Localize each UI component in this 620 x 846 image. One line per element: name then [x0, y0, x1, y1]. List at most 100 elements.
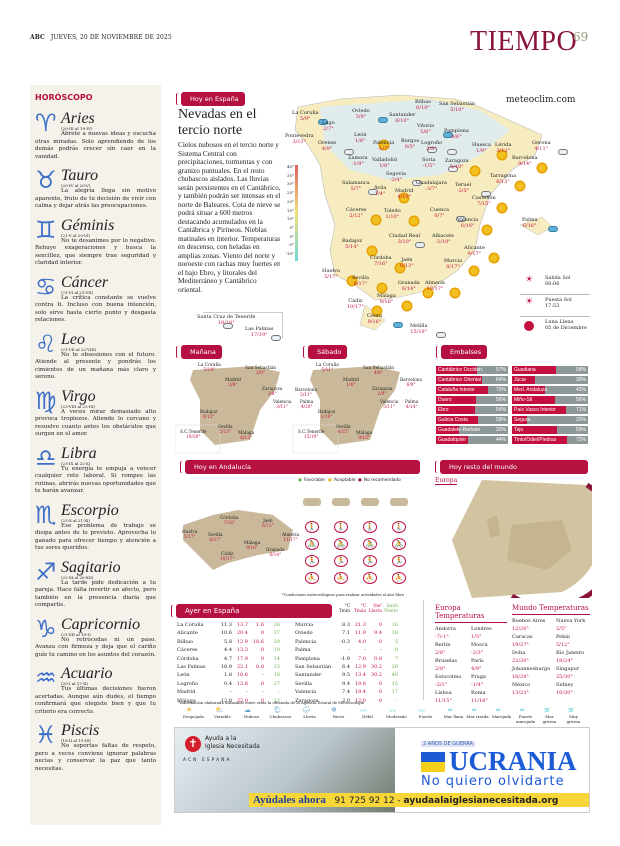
ad-cta: Ayúdales ahora [253, 794, 326, 806]
cell: 0 [378, 689, 382, 696]
city-temp: 9/17° [467, 251, 482, 257]
cell: - [246, 689, 248, 696]
sign-dates: (22-XI al 20-XII) [61, 574, 94, 580]
cell: 30.2 [370, 672, 382, 679]
city-temp: 0/5° [404, 144, 416, 150]
reservoir-bar: Miño-Sil 56% [512, 396, 588, 404]
cell: 13.7 [236, 622, 248, 628]
sun-icon [490, 254, 498, 262]
city-temp: 12/26° [512, 625, 529, 632]
reservoir-name: Guadiana [514, 367, 536, 373]
city-name: Caracas [512, 634, 533, 640]
cloud-icon [415, 242, 425, 248]
worldtemps-city: Nueva York 2/5° [556, 618, 590, 633]
capricornio-icon: ♑ [35, 614, 57, 643]
reservoir-fill [512, 436, 567, 444]
city-name: Orense [318, 140, 337, 146]
city-name: Granada [398, 280, 420, 286]
géminis-icon: ♊ [35, 215, 57, 244]
cell: 26 [391, 663, 398, 670]
yesterday-table: La Coruña 11.3 13.7 1.6 26 Murcia 8.3 21.3 0 16 Al… [177, 621, 420, 705]
andalucia-map [183, 510, 293, 570]
cell: 7.0 [358, 655, 366, 662]
city-name: Sevilla [218, 425, 233, 430]
cell: 12.9 [354, 663, 366, 670]
cell: 20.4 [236, 630, 248, 637]
city-name: S.C.Tenerife [298, 430, 325, 435]
world-temps: Mundo Temperaturas Buenos Aires 12/26° Nuev… [512, 604, 590, 697]
map-city: Cáceres 2/12° [346, 207, 366, 219]
reservoir-bar: Guadalquivir 44% [436, 436, 508, 444]
city-name: Almería [282, 533, 300, 538]
city-temp: 8/17° [209, 538, 222, 543]
legend-label: Débil [362, 714, 373, 719]
sign-virgo: ♍ Virgo (23-VIII al 22-IX) A veces mirar de… [35, 388, 156, 439]
sign-acuario: ♒ Acuario (20-I al 17-II) Tus últimas decis… [35, 666, 156, 716]
section-title: TIEMPO [470, 26, 578, 57]
marejada-icon: ═ [496, 706, 501, 714]
cell: 0.8 [374, 655, 382, 662]
city-name: Palencia [373, 140, 395, 146]
cell: 18.6 [252, 638, 264, 645]
city-name: Sevilla [352, 275, 369, 281]
reservoir-name: Ebro [438, 407, 449, 413]
city-name: Valencia [273, 400, 292, 405]
city-temp: 2/9° [377, 392, 387, 397]
tomorrow-city: Zaragoza 3/8° [262, 387, 282, 397]
reservoir-pct: 58% [495, 417, 506, 423]
map-city: Santander 6/10° [389, 112, 415, 124]
map-city: Almería 10/17° [425, 280, 445, 292]
city-name: Cáceres [177, 647, 198, 654]
reservoir-fill [436, 386, 488, 394]
canary-inset [203, 312, 283, 338]
city-name: Málaga [238, 431, 255, 436]
city-temp: 5/14° [345, 244, 359, 250]
andalucia-mini-map [332, 498, 350, 506]
legend-label: Despejado [182, 714, 205, 719]
legend-label: Fuerte [418, 714, 433, 719]
sign-name: Cáncer [61, 273, 109, 291]
sign-text: No soportas faltas de respeto, pero a ve… [35, 743, 156, 772]
map-city: Lérida 3/12° [495, 142, 511, 154]
cell: 9.5 [342, 672, 350, 679]
reservoir-bar: Tajo 59% [512, 426, 588, 434]
city-name: Johannesburgo [512, 666, 551, 672]
city-temp: 3/11° [383, 405, 396, 410]
sign-libra: ♎ Libra (23-IX al 22-X) Tu energía te empuj… [35, 445, 156, 496]
nuboso-icon: ☁ [244, 706, 251, 714]
spain-map [280, 85, 590, 340]
map-city: Logroño 3/8° [421, 140, 442, 152]
city-temp: 22/30° [512, 657, 529, 664]
brand: ABC [30, 34, 45, 41]
ad-cta-bar[interactable]: Ayúdales ahora 91 725 92 12 - ayudaalaig… [249, 793, 589, 807]
map-city: Valencia 6/16° [457, 217, 478, 229]
ad-url[interactable]: ayudaalaiglesianecesitada.org [403, 796, 559, 806]
scale-tick: 20° [286, 198, 294, 204]
city-name: Ciudad Real [389, 233, 420, 239]
saturday-tag: Sábado [308, 345, 348, 359]
cell: 14 [273, 655, 280, 662]
saturday-city: San Sebastián 4/8° [363, 366, 394, 376]
city-name: Lisboa [435, 690, 452, 696]
city-temp: 6/13° [496, 179, 510, 185]
sign-text: No retrocedas ni un paso. Avanza con fir… [35, 636, 156, 658]
reservoir-pct: 72% [495, 387, 506, 393]
map-city: Guadalajara -3/7° [416, 180, 447, 192]
city-name: Logroño [177, 680, 199, 687]
city-temp: 19/20° [186, 435, 201, 440]
reservoir-pct: 72% [575, 437, 586, 443]
ad-banner[interactable]: ✝ Ayuda a la Iglesia Necesitada ACN ESPAÑ… [174, 727, 590, 813]
city-name: Huelva [182, 530, 198, 535]
sign-name: Acuario [61, 665, 113, 682]
city-temp: -2/5° [456, 188, 470, 194]
map-city: Granada 6/14° [398, 280, 420, 292]
cell: 0 [378, 697, 382, 704]
city-temp: 1/9° [476, 148, 487, 154]
city-temp: -2/10° [435, 239, 451, 245]
reservoir-name: Tinto/Odiel/Piedras [514, 437, 557, 443]
map-city: Cádiz 10/17° [347, 298, 364, 310]
city-name: Granada [266, 548, 285, 553]
city-name: Cuenca [430, 207, 450, 213]
cell: 30.2 [370, 663, 382, 670]
city-name: Sidney [556, 682, 574, 688]
